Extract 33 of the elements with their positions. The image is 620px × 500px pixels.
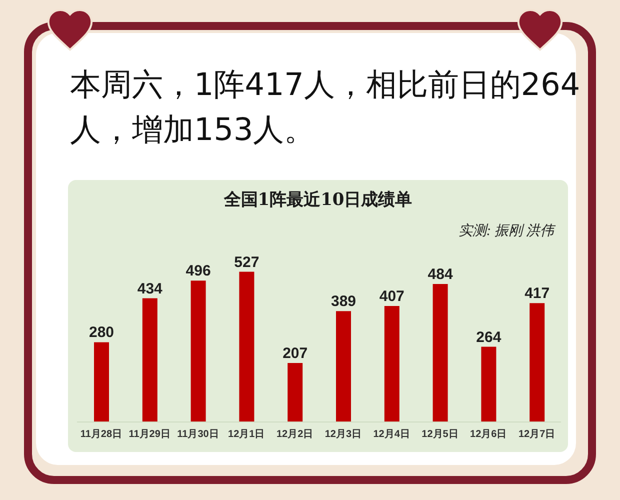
x-tick-label: 12月5日	[422, 429, 458, 440]
data-label: 527	[234, 254, 260, 271]
data-label: 407	[379, 288, 404, 306]
bar	[530, 303, 545, 422]
text: 本周六，1阵417人，相比前日的264人，增加153人。	[70, 66, 582, 150]
data-label: 264	[476, 328, 502, 346]
x-tick-label: 12月4日	[373, 429, 410, 440]
data-label: 417	[524, 285, 550, 302]
data-label: 434	[137, 280, 164, 298]
bar	[384, 306, 400, 422]
bar	[142, 298, 158, 422]
bar	[481, 346, 496, 422]
x-tick-label: 12月7日	[518, 429, 556, 440]
bar	[94, 342, 109, 422]
x-tick-label: 12月1日	[228, 429, 265, 440]
data-label: 484	[428, 266, 454, 284]
data-label: 207	[282, 345, 308, 362]
x-tick-label: 12月3日	[324, 429, 362, 440]
x-tick-label: 12月2日	[276, 429, 314, 440]
text: 实测: 振刚 洪伟	[458, 222, 554, 240]
x-tick-label: 12月6日	[470, 429, 507, 440]
data-label: 496	[186, 262, 211, 280]
x-tick-label: 11月29日	[128, 429, 170, 440]
bar	[336, 311, 351, 422]
bar	[288, 363, 303, 422]
data-label: 280	[88, 324, 114, 342]
bar	[239, 272, 254, 422]
bar	[190, 280, 206, 422]
bar	[432, 284, 448, 422]
x-tick-label: 11月28日	[80, 429, 122, 440]
chart-title: 全国1阵最近10日成绩单	[222, 189, 414, 211]
x-tick-label: 11月30日	[177, 429, 219, 440]
data-label: 389	[330, 293, 356, 310]
